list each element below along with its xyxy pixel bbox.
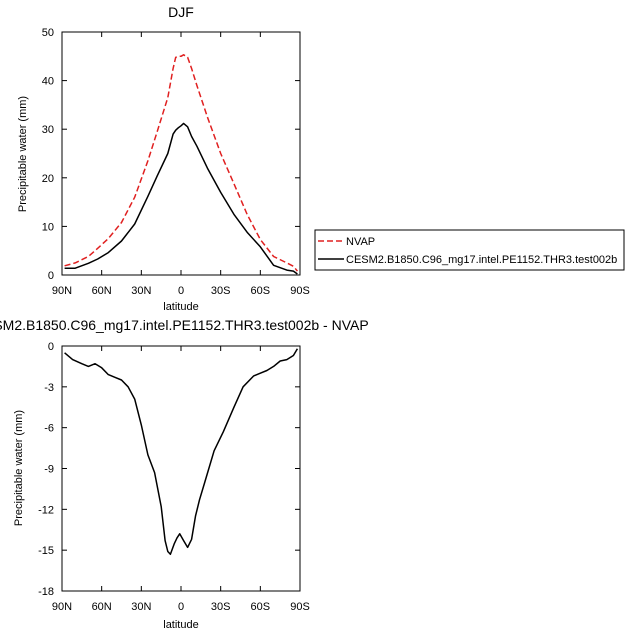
top-ytick-label: 50 — [42, 27, 54, 39]
top-panel: DJF 90N 60N 30N 0 30S 60S 90S 0 10 20 30 40 50 lati… — [17, 4, 310, 313]
bottom-xtick-label: 60N — [92, 601, 112, 613]
bottom-ytick-label: -9 — [44, 464, 54, 476]
top-plot-frame — [61, 31, 301, 276]
top-y-axis-label: Precipitable water (mm) — [17, 96, 29, 212]
bottom-plot-frame — [61, 345, 301, 592]
top-xtick-label: 60N — [92, 285, 112, 297]
top-series-line-0 — [64, 54, 298, 272]
bottom-xtick-label: 30S — [211, 601, 231, 613]
bottom-series-line-0 — [64, 348, 299, 556]
top-series — [64, 54, 298, 275]
bottom-y-axis-label: Precipitable water (mm) — [13, 410, 25, 526]
bottom-chart-title: SM2.B1850.C96_mg17.intel.PE1152.THR3.tes… — [0, 317, 369, 333]
top-xtick-label: 30S — [211, 285, 231, 297]
bottom-xticks: 90N 60N 30N 0 30S 60S 90S — [52, 346, 310, 613]
bottom-ytick-label: -12 — [38, 504, 54, 516]
bottom-xtick-label: 60S — [251, 601, 271, 613]
top-ytick-label: 0 — [48, 270, 54, 282]
top-chart-title: DJF — [168, 4, 194, 20]
bottom-ytick-label: 0 — [48, 341, 54, 353]
top-ytick-label: 40 — [42, 76, 54, 88]
top-series-line-1 — [64, 122, 298, 275]
legend: NVAP CESM2.B1850.C96_mg17.intel.PE1152.T… — [314, 229, 625, 271]
bottom-panel: SM2.B1850.C96_mg17.intel.PE1152.THR3.tes… — [0, 317, 369, 631]
bottom-xtick-label: 0 — [178, 601, 184, 613]
bottom-ytick-label: -18 — [38, 586, 54, 598]
top-ytick-label: 30 — [42, 124, 54, 136]
bottom-series — [64, 348, 299, 556]
bottom-xtick-label: 90S — [290, 601, 310, 613]
legend-label-model: CESM2.B1850.C96_mg17.intel.PE1152.THR3.t… — [346, 254, 617, 266]
top-xtick-label: 0 — [178, 285, 184, 297]
bottom-x-axis-label: latitude — [163, 619, 198, 631]
bottom-xtick-label: 90N — [52, 601, 72, 613]
top-xtick-label: 60S — [251, 285, 271, 297]
legend-label-nvap: NVAP — [346, 236, 375, 248]
top-yticks: 0 10 20 30 40 50 — [42, 27, 300, 282]
top-x-axis-label: latitude — [163, 301, 198, 313]
legend-box — [314, 229, 625, 271]
bottom-ytick-label: -15 — [38, 545, 54, 557]
bottom-xtick-label: 30N — [131, 601, 151, 613]
bottom-ytick-label: -6 — [44, 423, 54, 435]
top-xtick-label: 90N — [52, 285, 72, 297]
top-ytick-label: 20 — [42, 173, 54, 185]
top-xticks: 90N 60N 30N 0 30S 60S 90S — [52, 32, 310, 297]
top-xtick-label: 30N — [131, 285, 151, 297]
bottom-ytick-label: -3 — [44, 382, 54, 394]
bottom-yticks: -18 -15 -12 -9 -6 -3 0 — [38, 341, 300, 598]
top-xtick-label: 90S — [290, 285, 310, 297]
top-ytick-label: 10 — [42, 221, 54, 233]
